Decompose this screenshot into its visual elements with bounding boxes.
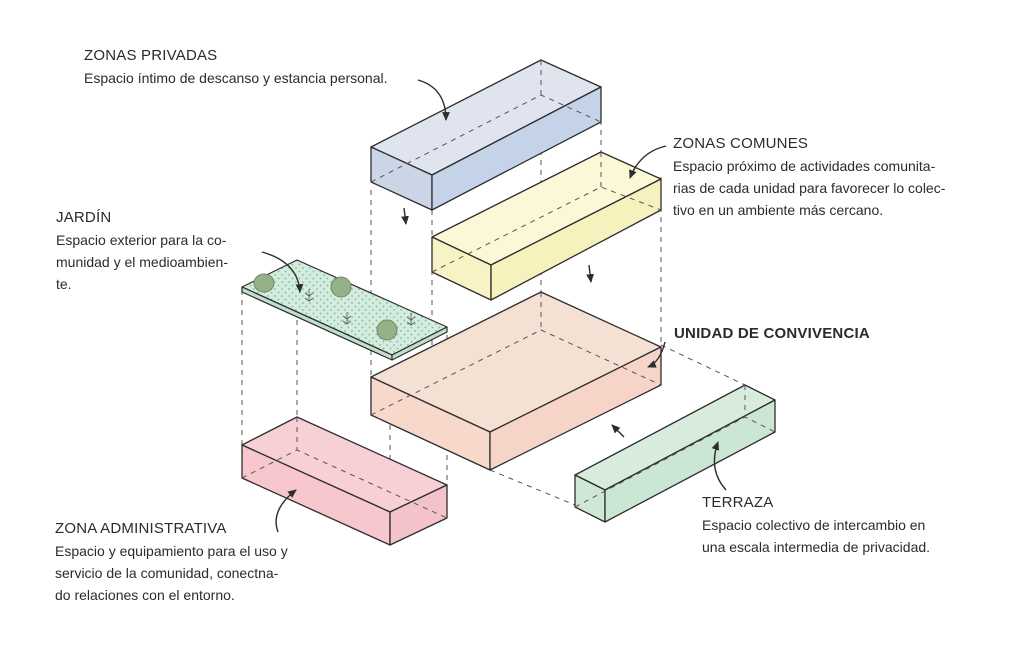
label-description: Espacio íntimo de descanso y estancia pe… [84, 70, 388, 86]
label-description: Espacio exterior para la co- munidad y e… [56, 232, 228, 292]
curved-arrow-icon [261, 251, 304, 293]
curved-arrow-icon [711, 441, 727, 491]
label-title: ZONA ADMINISTRATIVA [55, 520, 227, 537]
label-title: JARDÍN [56, 209, 112, 226]
label-title: ZONAS PRIVADAS [84, 47, 218, 64]
curved-arrow-icon [275, 489, 297, 533]
label-zonas-comunes: ZONAS COMUNES Espacio próximo de activid… [673, 133, 973, 221]
label-title: TERRAZA [702, 494, 774, 511]
down-arrow-icon [401, 207, 409, 225]
label-jardin: JARDÍN Espacio exterior para la co- muni… [56, 207, 246, 295]
box-zonas-privadas [370, 59, 602, 211]
label-zonas-privadas: ZONAS PRIVADAS Espacio íntimo de descans… [84, 45, 388, 89]
label-description: Espacio próximo de actividades comunita-… [673, 158, 946, 218]
box-terraza [574, 384, 776, 523]
up-arrow-icon [611, 424, 625, 438]
box-zonas-comunes [431, 151, 662, 301]
label-description: Espacio y equipamiento para el uso y ser… [55, 543, 288, 603]
arrows [261, 79, 727, 533]
label-description: Espacio colectivo de intercambio en una … [702, 517, 931, 555]
plant-icon [304, 289, 416, 326]
label-unidad-convivencia: UNIDAD DE CONVIVENCIA [674, 323, 870, 345]
label-terraza: TERRAZA Espacio colectivo de intercambio… [702, 492, 972, 558]
slab-jardin [241, 259, 448, 361]
plants [253, 273, 416, 341]
curved-arrow-icon [647, 341, 666, 368]
box-zona-administrativa [241, 416, 448, 546]
curved-arrow-icon [417, 79, 450, 121]
curved-arrow-icon [629, 145, 667, 179]
plant-icon [253, 273, 398, 341]
label-zona-administrativa: ZONA ADMINISTRATIVA Espacio y equipamien… [55, 518, 315, 606]
label-title: ZONAS COMUNES [673, 135, 809, 152]
label-title: UNIDAD DE CONVIVENCIA [674, 325, 870, 342]
box-unidad-convivencia [370, 291, 662, 471]
down-arrow-icon [586, 264, 594, 283]
